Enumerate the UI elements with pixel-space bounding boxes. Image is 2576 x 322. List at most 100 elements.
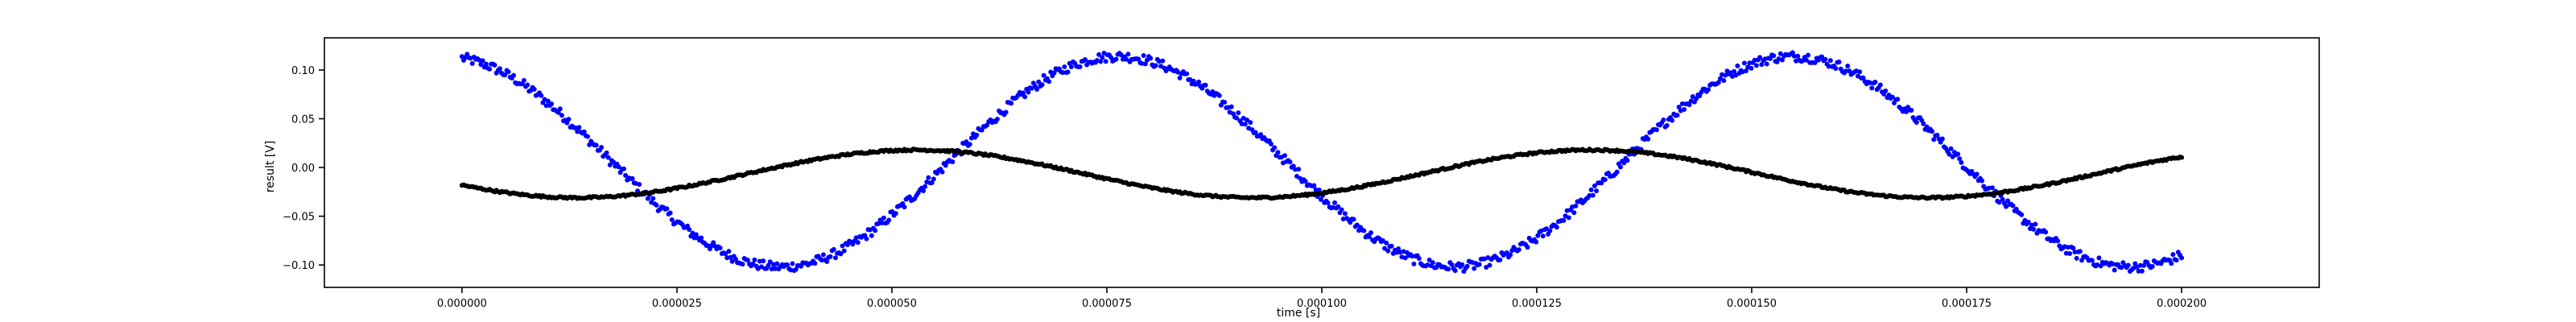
data-point bbox=[1184, 71, 1190, 76]
data-point bbox=[1472, 266, 1477, 271]
data-point bbox=[831, 246, 836, 252]
data-point bbox=[623, 172, 629, 178]
data-point bbox=[492, 62, 497, 68]
data-point bbox=[699, 235, 704, 241]
data-point bbox=[566, 117, 572, 122]
data-point bbox=[1547, 228, 1553, 233]
data-point bbox=[994, 116, 1000, 122]
data-point bbox=[1268, 141, 1274, 147]
data-point bbox=[2067, 250, 2073, 256]
data-point bbox=[1487, 262, 1492, 268]
data-point bbox=[1228, 104, 1234, 109]
data-point bbox=[469, 60, 475, 66]
data-point bbox=[1682, 106, 1687, 112]
data-point bbox=[581, 129, 587, 134]
data-point bbox=[1234, 115, 1240, 121]
data-point bbox=[1452, 268, 1458, 274]
data-point bbox=[559, 113, 564, 118]
data-point bbox=[2079, 258, 2085, 263]
data-point bbox=[1706, 87, 1711, 93]
data-point bbox=[511, 72, 517, 78]
data-point bbox=[2077, 249, 2083, 254]
x-tick-label: 0.000000 bbox=[437, 298, 487, 310]
data-point bbox=[785, 262, 791, 268]
data-point bbox=[2070, 246, 2076, 251]
data-point bbox=[1282, 153, 1288, 159]
data-point bbox=[2136, 268, 2141, 274]
y-tick-label: 0.10 bbox=[291, 65, 315, 77]
data-point bbox=[923, 184, 928, 189]
data-point bbox=[943, 163, 948, 168]
data-point bbox=[1931, 137, 1937, 142]
data-point bbox=[1664, 122, 1670, 128]
series-2 bbox=[459, 147, 2185, 201]
data-point bbox=[1909, 107, 1914, 113]
x-tick-label: 0.000200 bbox=[2157, 298, 2207, 310]
data-point bbox=[761, 258, 766, 264]
data-point bbox=[1883, 88, 1889, 93]
data-point bbox=[939, 169, 945, 175]
data-point bbox=[1591, 183, 1597, 188]
data-point bbox=[1098, 59, 1104, 64]
data-point bbox=[2063, 250, 2069, 256]
data-point bbox=[1946, 151, 1952, 157]
data-point bbox=[545, 98, 551, 104]
data-point bbox=[1516, 247, 1521, 253]
data-point bbox=[555, 109, 561, 115]
data-point bbox=[621, 166, 626, 171]
data-point bbox=[2179, 255, 2185, 261]
data-point bbox=[1661, 117, 1666, 122]
data-point bbox=[1244, 117, 1249, 122]
data-point bbox=[1411, 261, 1417, 266]
data-point bbox=[1476, 262, 1482, 267]
data-point bbox=[1735, 63, 1740, 68]
data-point bbox=[1449, 262, 1455, 267]
data-point bbox=[1508, 252, 1513, 258]
data-point bbox=[1009, 101, 1014, 106]
y-tick-label: 0.00 bbox=[291, 163, 315, 175]
data-point bbox=[1869, 85, 1875, 91]
data-point bbox=[1296, 167, 1302, 172]
data-point bbox=[1823, 56, 1828, 62]
data-point bbox=[1753, 63, 1759, 68]
data-point bbox=[1618, 164, 1623, 170]
data-point bbox=[1780, 57, 1785, 63]
data-point bbox=[1196, 79, 1202, 85]
data-point bbox=[1721, 78, 1727, 84]
data-point bbox=[1534, 239, 1539, 245]
data-point bbox=[1624, 158, 1630, 163]
data-point bbox=[1380, 237, 1385, 243]
data-point bbox=[745, 258, 750, 263]
data-point bbox=[2074, 255, 2079, 261]
data-point bbox=[1361, 228, 1367, 233]
data-point bbox=[669, 217, 675, 222]
data-point bbox=[1895, 97, 1901, 102]
y-tick-label: −0.05 bbox=[283, 212, 315, 224]
data-point bbox=[478, 62, 484, 68]
data-point bbox=[881, 215, 886, 221]
data-point bbox=[1068, 64, 1074, 70]
data-point bbox=[616, 164, 621, 170]
data-point bbox=[799, 263, 804, 269]
x-tick-label: 0.000025 bbox=[652, 298, 702, 310]
data-point bbox=[773, 266, 778, 271]
y-tick-label: −0.10 bbox=[283, 260, 315, 272]
data-point bbox=[902, 204, 907, 210]
data-point bbox=[2010, 203, 2016, 208]
data-point bbox=[929, 180, 935, 185]
data-point bbox=[1594, 188, 1600, 194]
data-point bbox=[1311, 183, 1317, 188]
data-point bbox=[1065, 69, 1071, 75]
data-point bbox=[531, 86, 537, 92]
data-point bbox=[1806, 52, 1811, 58]
data-point bbox=[1845, 64, 1851, 69]
data-point bbox=[1732, 68, 1737, 74]
data-point bbox=[1826, 64, 1831, 69]
data-point bbox=[1248, 120, 1253, 126]
data-point bbox=[1795, 53, 1801, 59]
data-point bbox=[1889, 94, 1895, 100]
data-point bbox=[1819, 54, 1825, 60]
data-point bbox=[841, 248, 847, 254]
data-point bbox=[664, 206, 670, 212]
data-point bbox=[790, 261, 795, 266]
